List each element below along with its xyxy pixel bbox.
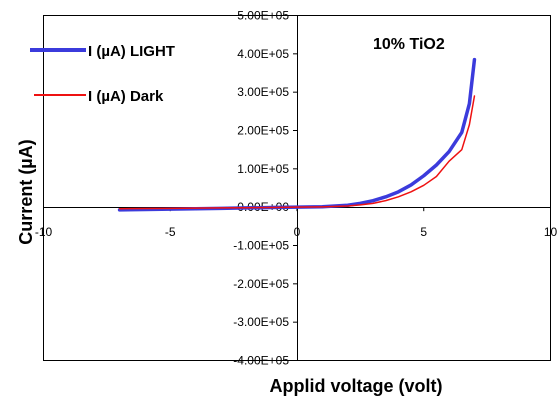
y-tick-label: 4.00E+05	[237, 47, 289, 61]
y-tick-label: 2.00E+05	[237, 124, 289, 138]
x-tick-label: -10	[35, 225, 53, 239]
series-line-dark	[118, 95, 476, 210]
x-axis-title: Applid voltage (volt)	[270, 376, 443, 396]
y-tick-label: 1.00E+05	[237, 162, 289, 176]
y-tick-label: -2.00E+05	[233, 277, 289, 291]
y-axis-title: Current (µA)	[16, 139, 36, 244]
legend-label-light: I (µA) LIGHT	[88, 43, 175, 60]
annotation-label: 10% TiO2	[373, 36, 445, 53]
y-ticks: -4.00E+05-3.00E+05-2.00E+05-1.00E+050.00…	[233, 9, 297, 368]
y-tick-label: -1.00E+05	[233, 239, 289, 253]
y-tick-label: -4.00E+05	[233, 354, 289, 368]
legend-label-dark: I (µA) Dark	[88, 88, 164, 105]
x-tick-label: 5	[420, 225, 427, 239]
legend: I (µA) LIGHT I (µA) Dark	[30, 43, 175, 105]
series-layer	[117, 57, 477, 212]
x-tick-label: -5	[165, 225, 176, 239]
x-ticks: -10 -5 0 5 10	[35, 207, 558, 239]
y-tick-label: 3.00E+05	[237, 85, 289, 99]
y-tick-label: -3.00E+05	[233, 315, 289, 329]
x-tick-label: 10	[544, 225, 558, 239]
y-tick-label: 5.00E+05	[237, 9, 289, 23]
x-tick-label: 0	[294, 225, 301, 239]
